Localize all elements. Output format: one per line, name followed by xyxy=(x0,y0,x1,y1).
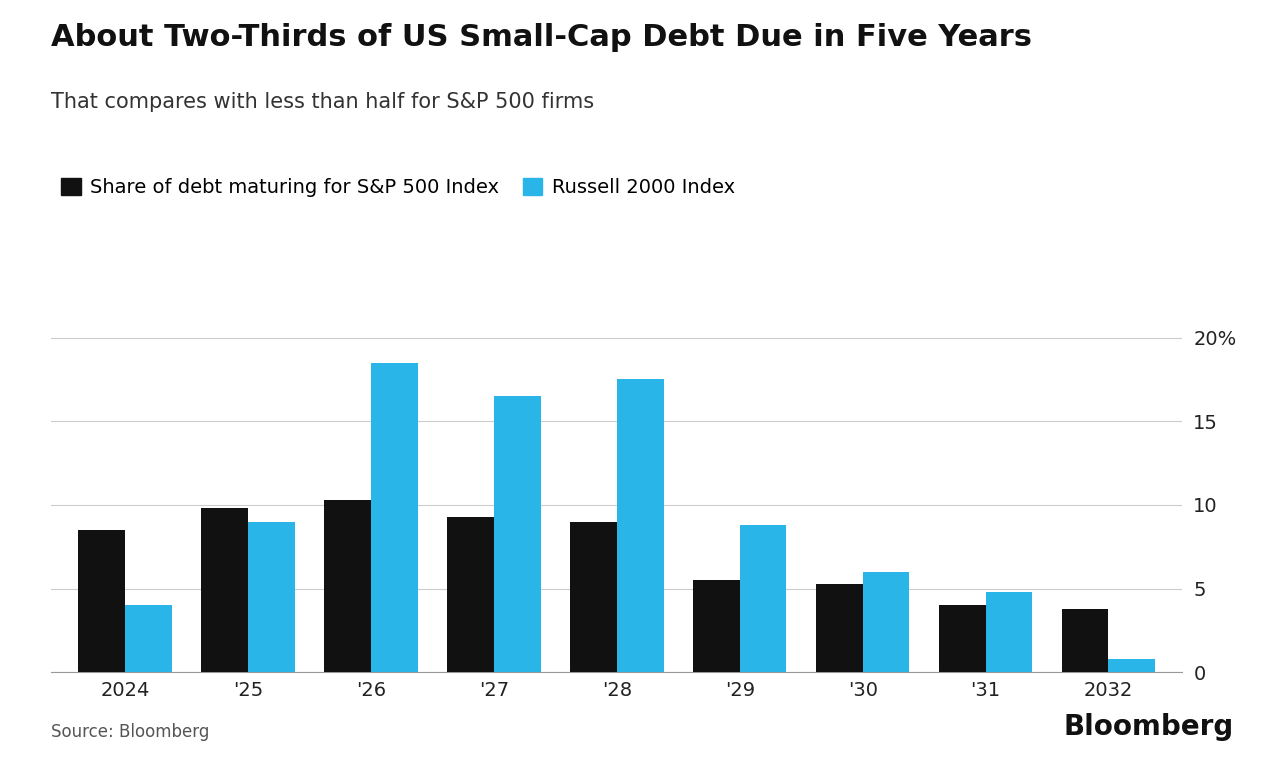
Bar xyxy=(740,525,786,672)
Bar xyxy=(324,500,371,672)
Text: Source: Bloomberg: Source: Bloomberg xyxy=(51,723,209,741)
Bar xyxy=(125,605,172,672)
Bar xyxy=(1061,609,1109,672)
Text: That compares with less than half for S&P 500 firms: That compares with less than half for S&… xyxy=(51,92,595,112)
Bar xyxy=(371,363,418,672)
Text: Bloomberg: Bloomberg xyxy=(1064,713,1234,741)
Bar xyxy=(571,522,617,672)
Bar xyxy=(986,592,1032,672)
Bar xyxy=(939,605,986,672)
Bar xyxy=(202,508,248,672)
Bar xyxy=(862,572,910,672)
Bar xyxy=(447,516,493,672)
Bar xyxy=(693,581,740,672)
Bar xyxy=(816,584,862,672)
Bar xyxy=(78,530,125,672)
Text: About Two-Thirds of US Small-Cap Debt Due in Five Years: About Two-Thirds of US Small-Cap Debt Du… xyxy=(51,23,1032,52)
Bar xyxy=(248,522,294,672)
Bar xyxy=(617,380,663,672)
Bar xyxy=(1109,659,1155,672)
Bar xyxy=(493,397,541,672)
Legend: Share of debt maturing for S&P 500 Index, Russell 2000 Index: Share of debt maturing for S&P 500 Index… xyxy=(62,178,735,197)
